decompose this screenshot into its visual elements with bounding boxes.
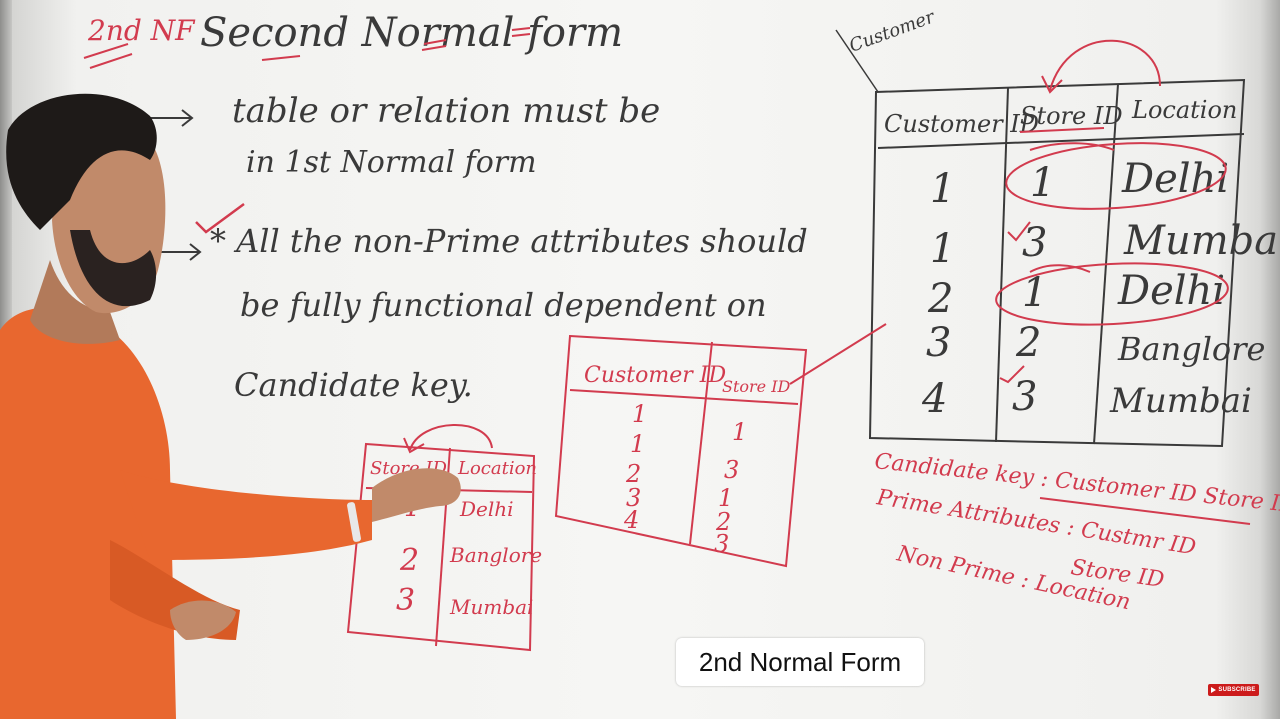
- main-r4-c3: Banglore: [1117, 330, 1265, 368]
- play-icon: [1211, 687, 1217, 693]
- main-table-annotations: [789, 39, 1229, 385]
- title-underline-2: [89, 53, 133, 69]
- rule2-line3: Candidate key.: [234, 366, 473, 404]
- title-mark-5: [511, 33, 531, 37]
- mid-c1-r2: 1: [630, 430, 645, 458]
- whiteboard-frame-right: [1260, 0, 1280, 719]
- customer-table-label: Customer: [847, 6, 939, 57]
- mid-c1-r3: 2: [625, 460, 641, 488]
- small-table-body: 1 Delhi 2 Banglore 3 Mumbai: [396, 493, 542, 619]
- store-id-underline: [1019, 127, 1105, 133]
- board-title: Second Normal form: [200, 10, 623, 56]
- title-mark-3: [421, 45, 447, 51]
- small-table-header-location: Location: [457, 458, 537, 479]
- rule1-arrow: [150, 109, 194, 127]
- title-nf: 2nd NF: [87, 14, 196, 47]
- main-table-header-store-id: Store ID: [1020, 102, 1123, 130]
- mid-c1-r1: 1: [632, 400, 647, 428]
- main-r5-c3: Mumbai: [1109, 381, 1252, 421]
- rule2-line2: be fully functional dependent on: [240, 286, 767, 324]
- video-caption: 2nd Normal Form: [676, 638, 924, 686]
- main-table-body: 1 1 Delhi 1 3 Mumbai 2 1 Delhi 3 2 Bangl…: [921, 156, 1280, 422]
- main-table-header-customer-id: Customer ID: [884, 110, 1039, 138]
- main-r1-c2: 1: [1030, 160, 1055, 206]
- mid-table-header-store-id: Store ID: [722, 377, 791, 396]
- mid-table-grid: [554, 334, 808, 568]
- mid-c1-r4: 3: [626, 484, 641, 512]
- main-r4-c2: 2: [1015, 320, 1041, 366]
- main-r3-c3: Delhi: [1117, 268, 1225, 314]
- mid-table-body: 1 1 2 3 4 1 3 1 2 3: [623, 400, 747, 558]
- main-r5-c2: 3: [1012, 374, 1037, 420]
- rule2-line1: * All the non-Prime attributes should: [210, 222, 808, 260]
- title-underline-1: [83, 43, 129, 59]
- rule1-line1: table or relation must be: [232, 91, 660, 131]
- mid-c2-r1: 1: [732, 418, 747, 446]
- main-r2-c1: 1: [930, 226, 955, 272]
- presenter: [0, 93, 461, 719]
- main-r3-c2: 1: [1022, 270, 1047, 316]
- mid-c2-r4: 2: [715, 508, 731, 536]
- mid-c2-r2: 3: [724, 456, 739, 484]
- small-r3-c1: 3: [396, 583, 415, 618]
- mid-c2-r3: 1: [718, 484, 733, 512]
- small-r1-c2: Delhi: [459, 497, 514, 521]
- main-r2-c3: Mumbai: [1123, 218, 1280, 264]
- small-r2-c1: 2: [399, 543, 419, 578]
- customer-label-pointer: [835, 29, 879, 93]
- rule1-line2: in 1st Normal form: [246, 145, 537, 180]
- main-r3-c1: 2: [927, 276, 953, 322]
- candidate-key-underline: [1039, 497, 1251, 525]
- subscribe-label: SUBSCRIBE: [1218, 687, 1256, 693]
- main-r4-c1: 3: [926, 320, 951, 366]
- small-r2-c2: Banglore: [449, 543, 542, 567]
- small-r3-c2: Mumbai: [449, 595, 533, 619]
- title-mark-2: [423, 39, 447, 45]
- subscribe-button[interactable]: SUBSCRIBE: [1208, 684, 1259, 696]
- mid-c2-r5: 3: [714, 530, 729, 558]
- rule2-checkmark: [195, 202, 245, 234]
- main-r1-c3: Delhi: [1121, 156, 1229, 202]
- mid-c1-r5: 4: [623, 506, 639, 534]
- mid-table-header-customer-id: Customer ID: [584, 363, 726, 388]
- title-mark-4: [511, 27, 531, 31]
- main-r1-c1: 1: [930, 166, 955, 212]
- main-r5-c1: 4: [921, 376, 947, 422]
- main-table-header-location: Location: [1131, 96, 1237, 124]
- title-mark-1: [261, 55, 301, 61]
- rule2-arrow: [160, 243, 202, 261]
